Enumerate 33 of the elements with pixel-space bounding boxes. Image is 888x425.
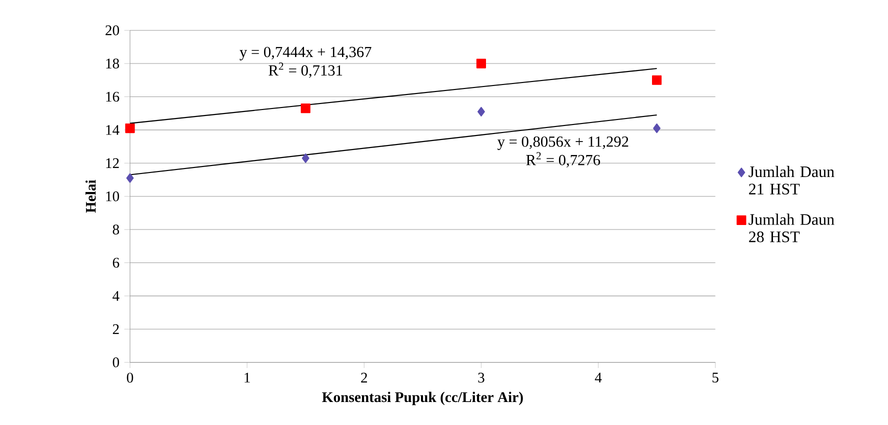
- point: [652, 75, 662, 85]
- point: [125, 123, 135, 134]
- x-axis-title: Konsentasi Pupuk (cc/Liter Air): [322, 392, 523, 406]
- point: [302, 153, 310, 163]
- x-tick-label: 0: [126, 372, 134, 383]
- annotation: R$^{2}$ = 0,7276: [526, 152, 600, 168]
- y-tick-label: 14: [106, 125, 120, 135]
- annotation: y = 0,7444x + 14,367: [240, 46, 372, 60]
- y-tick-label: 6: [112, 258, 120, 268]
- legend-label: Jumlah Daun 28 HST: [748, 214, 834, 242]
- y-tick-label: 4: [112, 291, 120, 301]
- y-tick-label: 12: [106, 158, 119, 168]
- x-tick-label: 5: [712, 372, 718, 382]
- y-tick-label: 10: [106, 191, 120, 202]
- x-tick-label: 2: [361, 372, 367, 382]
- x-tick-label: 4: [594, 372, 602, 382]
- point: [477, 106, 485, 116]
- x-tick-label: 3: [478, 372, 484, 383]
- point: [300, 104, 310, 114]
- y-tick-label: 20: [106, 25, 120, 36]
- y-tick-label: 2: [112, 324, 119, 334]
- y-tick-label: 8: [112, 224, 120, 234]
- y-axis-title: Helai: [85, 180, 96, 213]
- point: [476, 58, 486, 68]
- y-tick-label: 0: [112, 357, 120, 368]
- x-tick-label: 1: [244, 372, 250, 382]
- annotation: R$^{2}$ = 0,7131: [268, 62, 342, 78]
- y-tick-label: 16: [106, 92, 120, 102]
- point: [653, 123, 661, 134]
- legend-label: Jumlah Daun 21 HST: [748, 166, 834, 194]
- annotation: y = 0,8056x + 11,292: [497, 136, 628, 150]
- y-tick-label: 18: [106, 58, 120, 68]
- point: [126, 173, 134, 183]
